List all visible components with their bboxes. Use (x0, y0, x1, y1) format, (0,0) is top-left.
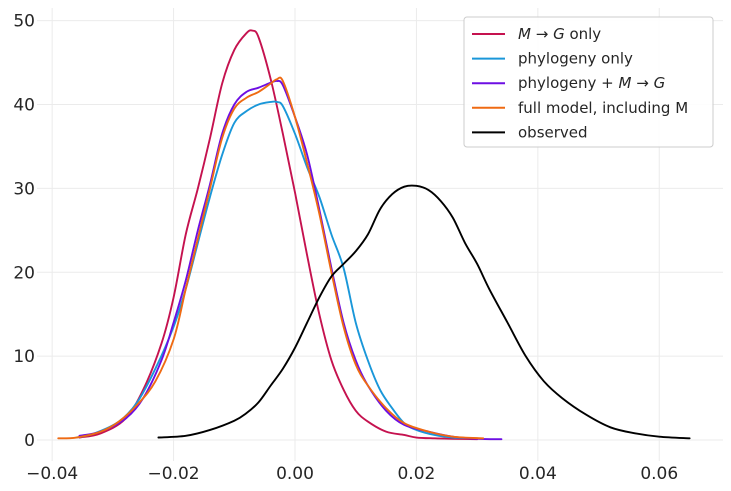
series-line-observed (157, 184, 691, 440)
series-line-m-to-g-only (78, 29, 479, 441)
legend-label: M → G only (518, 25, 601, 43)
series-line-phylogeny-only (75, 100, 479, 440)
legend-box (463, 16, 714, 148)
y-tick-label: 20 (13, 263, 35, 283)
x-tick-label: 0.00 (276, 464, 314, 484)
series-line-phylogeny-plus-m-to-g (78, 79, 503, 441)
x-tick-label: 0.02 (397, 464, 435, 484)
tick-labels: −0.04 −0.02 0.00 0.02 0.04 0.06 0 10 20 30 40 50 (13, 12, 678, 484)
x-tick-label: 0.04 (519, 464, 557, 484)
legend: M → G only phylogeny only phylogeny + M → … (463, 16, 714, 148)
x-tick-label: 0.06 (640, 464, 678, 484)
y-tick-label: 0 (24, 431, 35, 451)
series-lines (57, 29, 691, 441)
legend-label: full model, including M (518, 99, 688, 117)
y-tick-label: 10 (13, 347, 35, 367)
x-tick-label: −0.02 (148, 464, 200, 484)
y-tick-label: 40 (13, 95, 35, 115)
legend-label: phylogeny only (518, 50, 633, 68)
legend-label: phylogeny + M → G (518, 74, 665, 92)
x-tick-label: −0.04 (26, 464, 78, 484)
y-tick-label: 50 (13, 12, 35, 32)
y-tick-label: 30 (13, 179, 35, 199)
legend-label: observed (518, 123, 588, 141)
series-line-full-model (57, 76, 485, 440)
